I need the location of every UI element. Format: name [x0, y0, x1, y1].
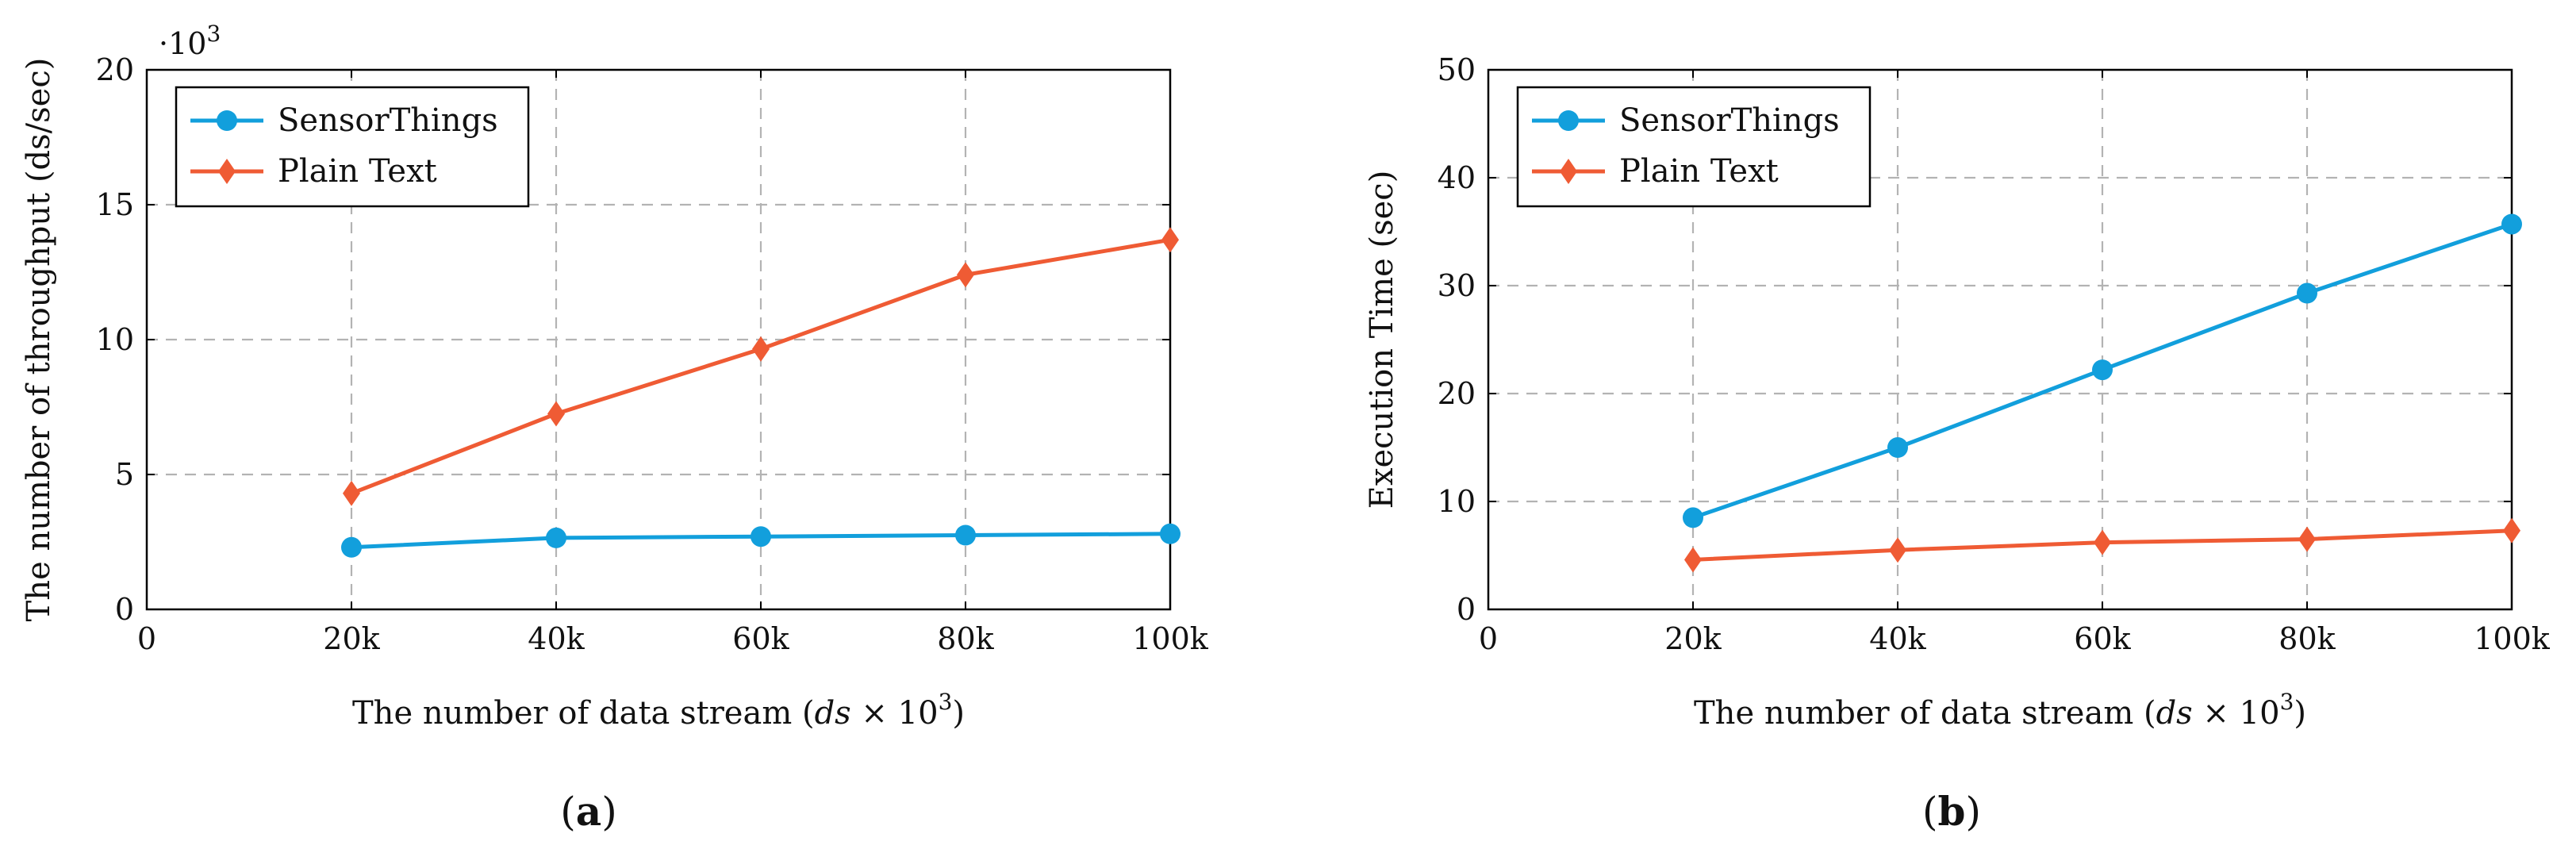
- y-tick-label: 20: [1438, 376, 1476, 411]
- y-tick-label: 20: [96, 52, 134, 87]
- x-tick-label: 40k: [528, 621, 585, 656]
- y-multiplier: ·103: [159, 21, 221, 61]
- x-tick-label: 100k: [2474, 621, 2551, 656]
- grid-lines: [1488, 70, 2512, 609]
- x-tick-label: 40k: [1869, 621, 1926, 656]
- y-tick-label: 0: [1457, 592, 1476, 627]
- x-tick-label: 0: [137, 621, 156, 656]
- x-tick-label: 60k: [732, 621, 789, 656]
- legend: SensorThings Plain Text: [1516, 86, 1872, 208]
- legend-item-sensorthings: SensorThings: [1532, 102, 1840, 139]
- legend-item-plaintext: Plain Text: [190, 153, 437, 190]
- legend-marker-diamond: [1560, 159, 1577, 184]
- legend-box: [175, 86, 530, 208]
- data-point-sensorthings: [2501, 213, 2522, 235]
- data-point-plaintext: [1889, 537, 1906, 563]
- y-tick-label: 50: [1438, 52, 1476, 87]
- data-point-plaintext: [752, 336, 770, 362]
- x-tick-label: 60k: [2074, 621, 2131, 656]
- data-point-plaintext: [957, 262, 974, 288]
- data-point-sensorthings: [1160, 523, 1181, 544]
- chart-execution-time: 0 20k 40k 60k 80k 100k 0 10 20 30 40 50 Execution T…: [1364, 52, 2551, 835]
- y-tick-label: 0: [115, 592, 134, 627]
- data-point-sensorthings: [955, 524, 976, 546]
- legend-item-plaintext: Plain Text: [1532, 153, 1779, 190]
- legend-box: [1516, 86, 1872, 208]
- data-point-sensorthings: [546, 527, 566, 548]
- y-tick-label: 40: [1438, 160, 1476, 195]
- series-layer: [1683, 213, 2522, 573]
- data-point-plaintext: [2298, 526, 2316, 552]
- y-axis-label: Execution Time (sec): [1364, 171, 1400, 509]
- data-point-sensorthings: [1887, 437, 1908, 458]
- legend: SensorThings Plain Text: [175, 86, 530, 208]
- legend-label-sensorthings: SensorThings: [1619, 102, 1840, 139]
- y-tick-label: 10: [96, 322, 134, 357]
- axis-ticks: 0 20k 40k 60k 80k 100k 0 10 20 30 40 50: [1438, 52, 2551, 656]
- legend-label-plaintext: Plain Text: [278, 153, 437, 190]
- data-point-plaintext: [547, 401, 565, 427]
- axis-ticks: 0 20k 40k 60k 80k 100k 0 5 10 15 20: [96, 52, 1209, 656]
- x-axis-label: The number of data stream (ds × 103): [1694, 689, 2306, 732]
- x-tick-label: 20k: [323, 621, 380, 656]
- y-tick-label: 10: [1438, 484, 1476, 519]
- legend-item-sensorthings: SensorThings: [190, 102, 498, 139]
- y-tick-label: 15: [96, 187, 134, 222]
- series-layer: [341, 227, 1181, 558]
- legend-marker-circle: [1558, 110, 1579, 131]
- x-tick-label: 80k: [2278, 621, 2336, 656]
- x-tick-label: 80k: [937, 621, 994, 656]
- y-tick-label: 30: [1438, 268, 1476, 303]
- data-point-sensorthings: [751, 526, 771, 547]
- data-point-sensorthings: [2092, 359, 2113, 381]
- legend-label-plaintext: Plain Text: [1619, 153, 1779, 190]
- data-point-plaintext: [343, 480, 360, 506]
- y-axis-label: The number of throughput (ds/sec): [21, 58, 57, 622]
- data-point-sensorthings: [2297, 282, 2317, 304]
- y-tick-label: 5: [115, 457, 134, 492]
- legend-marker-circle: [217, 110, 237, 131]
- data-point-sensorthings: [341, 536, 362, 558]
- data-point-sensorthings: [1683, 507, 1703, 528]
- chart-throughput: 0 20k 40k 60k 80k 100k 0 5 10 15 20 ·103 The numbe…: [21, 21, 1209, 835]
- x-axis-label: The number of data stream (ds × 103): [352, 689, 965, 732]
- data-point-plaintext: [1161, 227, 1179, 253]
- data-point-plaintext: [1684, 547, 1702, 573]
- plot-frame: [1487, 68, 2513, 611]
- panel-label-b: (b): [1922, 788, 1981, 835]
- x-tick-label: 100k: [1132, 621, 1209, 656]
- data-point-plaintext: [2503, 517, 2520, 544]
- panel-label-a: (a): [560, 788, 616, 835]
- legend-label-sensorthings: SensorThings: [278, 102, 498, 139]
- x-tick-label: 20k: [1664, 621, 1722, 656]
- legend-marker-diamond: [218, 159, 236, 184]
- x-tick-label: 0: [1479, 621, 1498, 656]
- data-point-plaintext: [2094, 529, 2111, 555]
